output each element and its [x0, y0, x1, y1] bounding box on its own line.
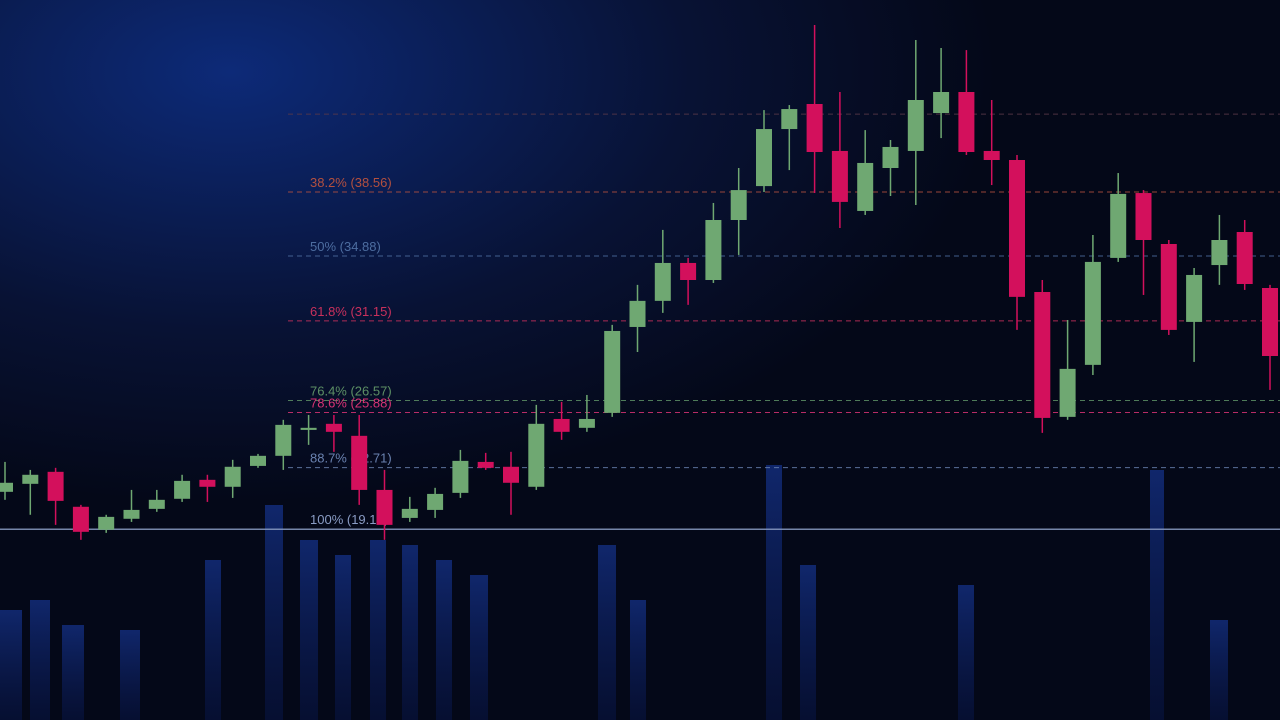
candle-body: [831, 150, 848, 202]
fib-label: 100% (19.17): [310, 512, 388, 527]
candle-body: [1160, 244, 1177, 330]
candle-body: [1211, 240, 1228, 266]
candle-body: [325, 423, 342, 432]
fib-label: 76.4% (26.57): [310, 384, 392, 399]
fib-label: 78.6% (25.88): [310, 396, 392, 411]
candle-body: [275, 424, 292, 456]
candle-body: [958, 92, 975, 152]
candle-body: [376, 489, 393, 525]
candle-body: [907, 100, 924, 151]
building: [62, 625, 84, 720]
building: [630, 600, 646, 720]
building: [30, 600, 50, 720]
candle-body: [730, 190, 747, 220]
candle-body: [781, 109, 798, 130]
fib-label: 50% (34.88): [310, 239, 381, 254]
candle-body: [933, 92, 950, 114]
candle-body: [503, 466, 519, 483]
candle-body: [604, 330, 621, 413]
building: [598, 545, 616, 720]
candle-body: [1009, 160, 1025, 297]
candle-body: [983, 150, 1000, 160]
candle-body: [72, 506, 89, 532]
candle-body: [553, 418, 570, 432]
building: [436, 560, 452, 720]
building: [800, 565, 816, 720]
candle-body: [680, 262, 697, 280]
candle-body: [654, 262, 671, 301]
candle-body: [224, 466, 241, 487]
candle-body: [1135, 193, 1152, 240]
candle-body: [47, 471, 64, 501]
candle-body: [1034, 292, 1051, 418]
candle-body: [528, 423, 545, 487]
building: [766, 465, 782, 720]
candle-body: [401, 508, 418, 518]
building: [205, 560, 221, 720]
candle-body: [629, 300, 646, 327]
candle-body: [427, 493, 444, 510]
candle-body: [174, 480, 191, 499]
candle-body: [1084, 261, 1101, 365]
candle-body: [452, 460, 469, 493]
candle-body: [857, 162, 874, 211]
candle-body: [756, 129, 772, 187]
candle-body: [705, 220, 722, 280]
candle-body: [123, 509, 140, 519]
building: [370, 540, 386, 720]
candle-body: [882, 146, 899, 168]
building: [1150, 470, 1164, 720]
building: [335, 555, 351, 720]
fib-levels: 38.2% (38.56) 50% (34.88) 61.8% (31.15) 76.…: [0, 113, 1280, 530]
building: [958, 585, 974, 720]
building: [300, 540, 318, 720]
fib-label: 38.2% (38.56): [310, 175, 392, 190]
candle-body: [1059, 368, 1076, 417]
candle-body: [806, 104, 823, 152]
building: [0, 610, 22, 720]
candle-body: [0, 482, 13, 492]
building: [402, 545, 418, 720]
candle-body: [578, 418, 595, 428]
building: [470, 575, 488, 720]
fib-label: 61.8% (31.15): [310, 304, 392, 319]
candles: [0, 25, 1278, 540]
building: [1210, 620, 1228, 720]
candle-body: [1186, 274, 1203, 322]
candle-body: [98, 516, 115, 530]
candle-body: [300, 427, 317, 430]
building: [120, 630, 140, 720]
candle-body: [1110, 193, 1127, 258]
candle-body: [1262, 288, 1278, 356]
candle-body: [199, 479, 216, 487]
city-silhouette: [0, 465, 1228, 720]
fib-label: 88.7% (22.71): [310, 451, 392, 466]
candle-body: [22, 474, 39, 484]
candle-body: [250, 455, 266, 466]
building: [265, 505, 283, 720]
candle-body: [1236, 232, 1253, 284]
candle-body: [351, 435, 368, 490]
candle-body: [148, 499, 165, 509]
candle-body: [477, 461, 494, 468]
